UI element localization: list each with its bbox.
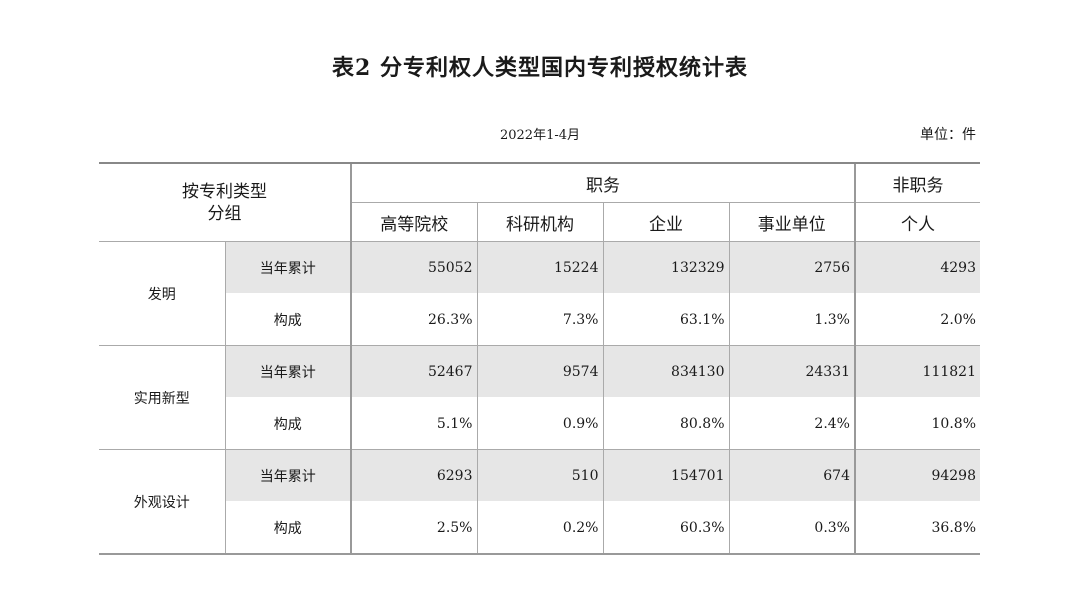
value-cell: 2.4% xyxy=(728,397,855,450)
indicator-cell: 构成 xyxy=(224,293,351,346)
value-cell: 154701 xyxy=(602,449,729,502)
patent-stats-table: 按专利类型 分组 职务 非职务 高等院校 科研机构 企业 事业单位 个人 发明 … xyxy=(99,162,980,555)
value-cell: 834130 xyxy=(602,345,729,398)
service-header: 职务 xyxy=(350,162,855,203)
type-cell-design: 外观设计 xyxy=(99,449,225,555)
unit-label: 单位：件 xyxy=(920,127,976,143)
value-cell: 60.3% xyxy=(602,501,729,555)
table-row: 实用新型 当年累计 52467 9574 834130 24331 111821 xyxy=(99,345,980,450)
value-cell: 5.1% xyxy=(350,397,477,450)
value-cell: 80.8% xyxy=(602,397,729,450)
value-cell: 10.8% xyxy=(854,397,980,450)
table-row: 构成 5.1% 0.9% 80.8% 2.4% 10.8% xyxy=(99,397,980,450)
table-row: 外观设计 当年累计 6293 510 154701 674 94298 xyxy=(99,449,980,555)
value-cell: 7.3% xyxy=(476,293,603,346)
period-label: 2022年1-4月 xyxy=(499,128,581,143)
value-cell: 2.5% xyxy=(350,501,477,555)
nonservice-header: 非职务 xyxy=(854,162,980,203)
page-title: 表2 分专利权人类型国内专利授权统计表 xyxy=(332,55,748,81)
value-cell: 9574 xyxy=(476,345,603,398)
indicator-cell: 当年累计 xyxy=(224,449,351,502)
value-cell: 24331 xyxy=(728,345,855,398)
indicator-cell: 当年累计 xyxy=(224,241,351,294)
value-cell: 6293 xyxy=(350,449,477,502)
value-cell: 55052 xyxy=(350,241,477,294)
indicator-cell: 构成 xyxy=(224,501,351,555)
value-cell: 63.1% xyxy=(602,293,729,346)
value-cell: 0.2% xyxy=(476,501,603,555)
value-cell: 111821 xyxy=(854,345,980,398)
value-cell: 510 xyxy=(476,449,603,502)
value-cell: 674 xyxy=(728,449,855,502)
value-cell: 15224 xyxy=(476,241,603,294)
group-header: 按专利类型 分组 xyxy=(99,162,351,242)
value-cell: 2756 xyxy=(728,241,855,294)
value-cell: 26.3% xyxy=(350,293,477,346)
indicator-cell: 当年累计 xyxy=(224,345,351,398)
group-header-line1: 按专利类型 xyxy=(182,181,267,202)
value-cell: 0.9% xyxy=(476,397,603,450)
indicator-cell: 构成 xyxy=(224,397,351,450)
column-header-universities: 高等院校 xyxy=(350,202,477,242)
group-header-line2: 分组 xyxy=(207,203,242,224)
value-cell: 1.3% xyxy=(728,293,855,346)
table-row: 构成 2.5% 0.2% 60.3% 0.3% 36.8% xyxy=(99,501,980,555)
table-row: 发明 当年累计 55052 15224 132329 2756 4293 xyxy=(99,241,980,346)
value-cell: 0.3% xyxy=(728,501,855,555)
column-header-research-institutes: 科研机构 xyxy=(476,202,603,242)
value-cell: 52467 xyxy=(350,345,477,398)
type-cell-invention: 发明 xyxy=(99,241,225,346)
value-cell: 36.8% xyxy=(854,501,980,555)
value-cell: 2.0% xyxy=(854,293,980,346)
column-header-enterprises: 企业 xyxy=(602,202,729,242)
table-row: 构成 26.3% 7.3% 63.1% 1.3% 2.0% xyxy=(99,293,980,346)
column-header-public-institutions: 事业单位 xyxy=(728,202,855,242)
type-cell-utility-model: 实用新型 xyxy=(99,345,225,450)
column-header-individuals: 个人 xyxy=(854,202,980,242)
value-cell: 94298 xyxy=(854,449,980,502)
value-cell: 4293 xyxy=(854,241,980,294)
value-cell: 132329 xyxy=(602,241,729,294)
